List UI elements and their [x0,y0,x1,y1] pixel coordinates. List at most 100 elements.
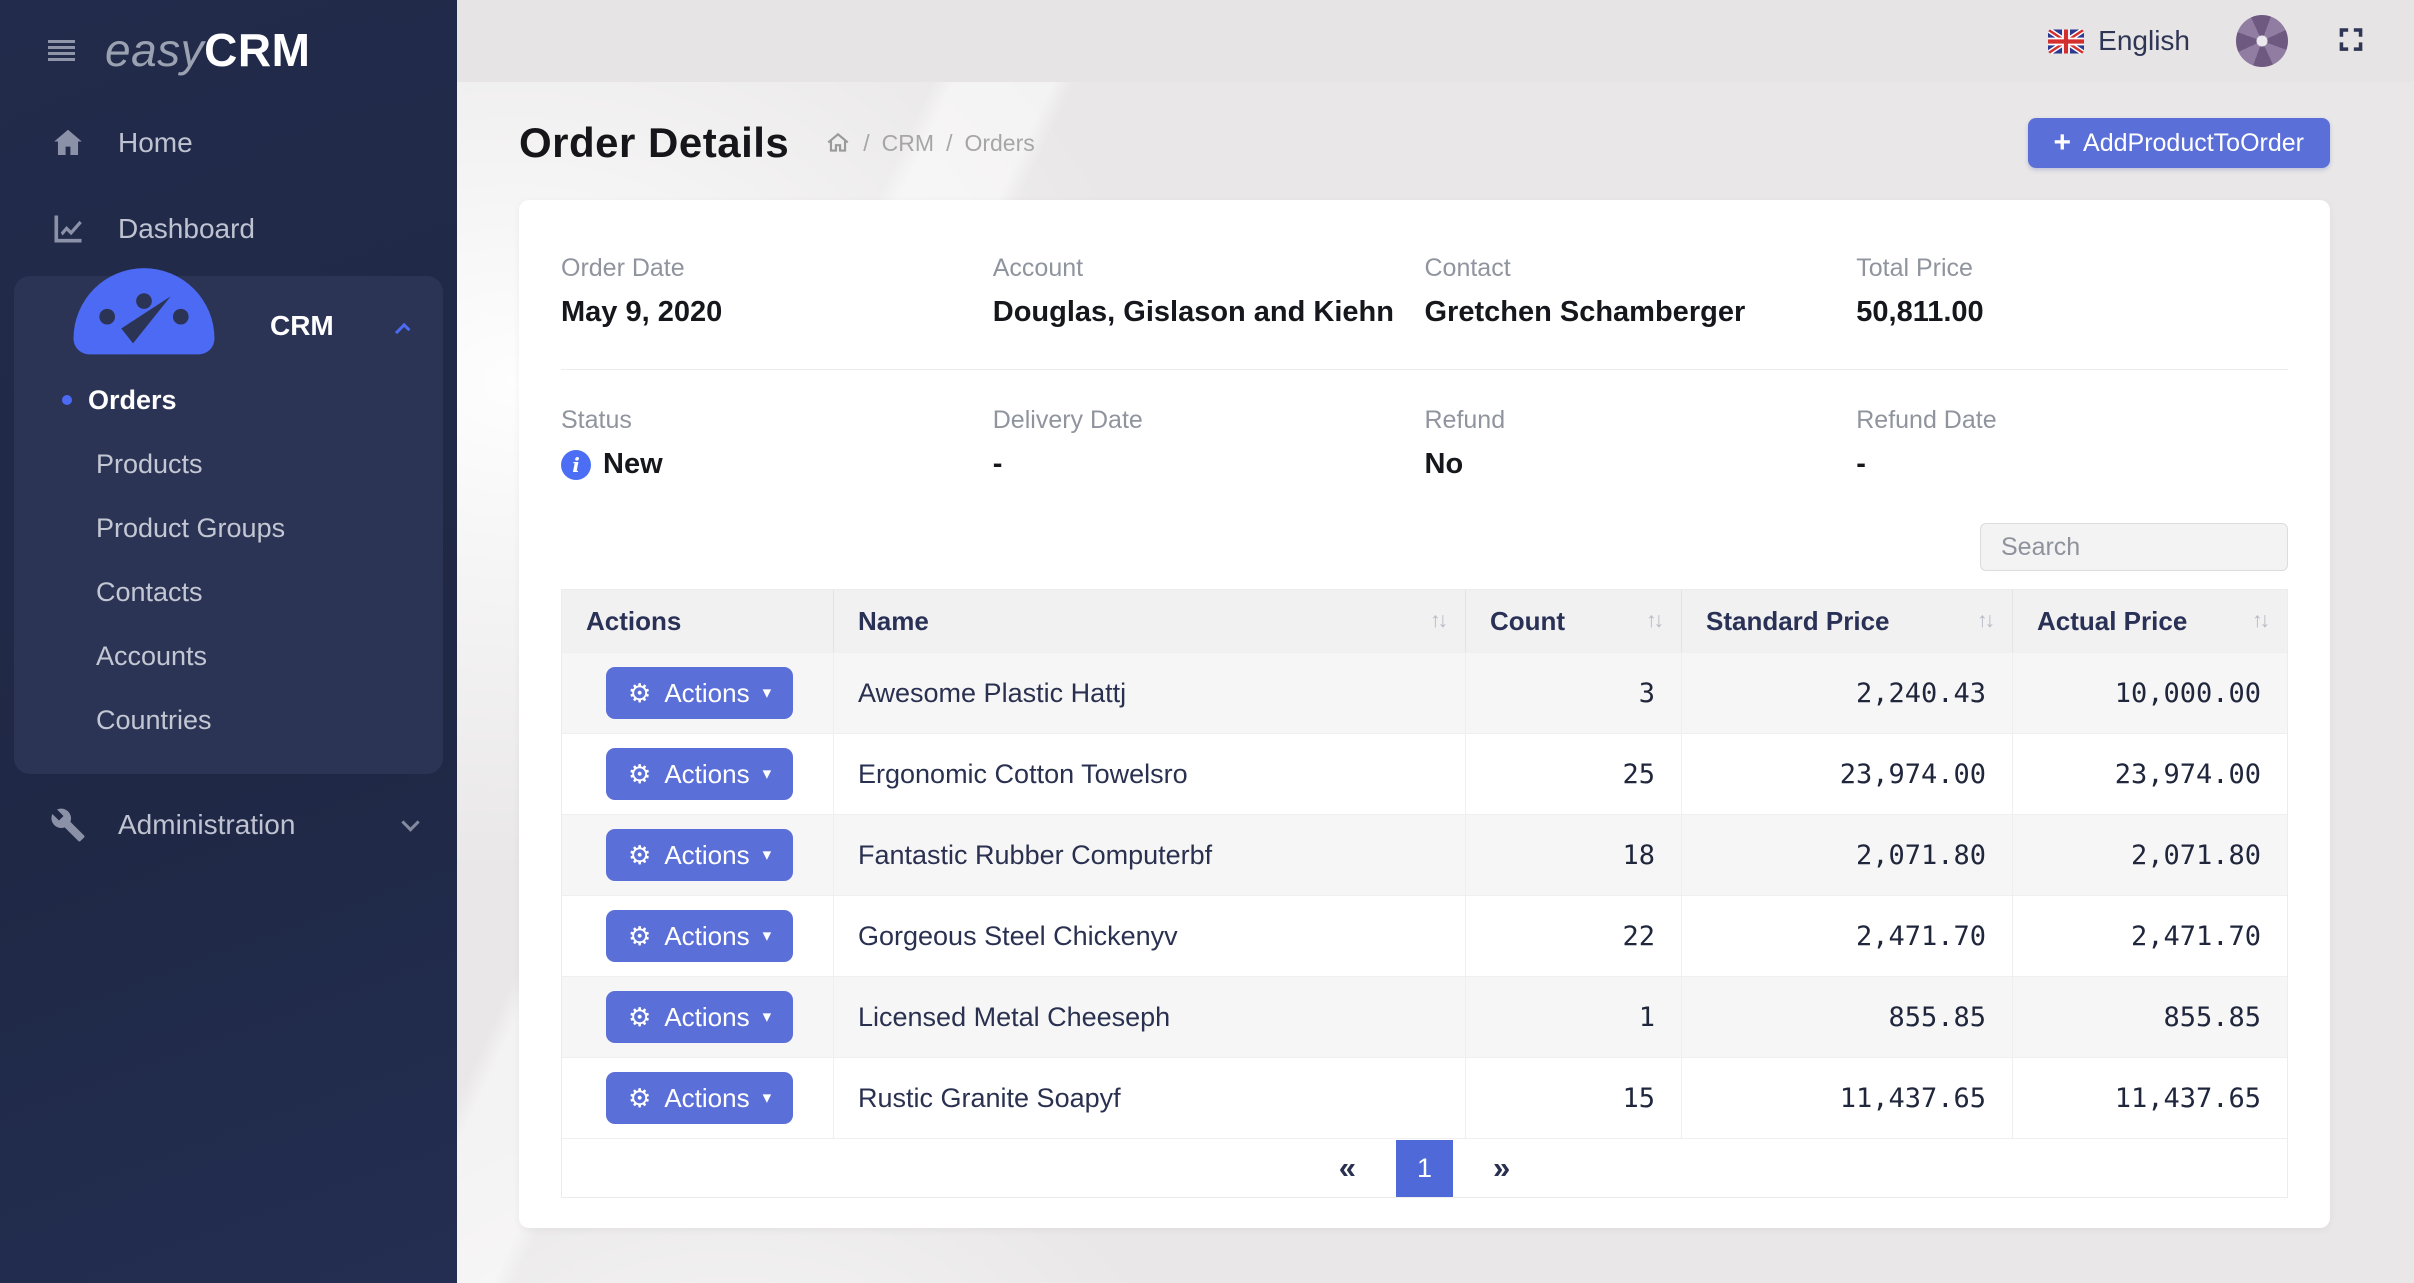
pagination-prev[interactable]: « [1338,1150,1356,1185]
add-product-to-order-button[interactable]: + AddProductToOrder [2027,118,2330,168]
field-value: 50,811.00 [1856,296,1984,328]
field-label: Delivery Date [992,406,1143,434]
info-icon[interactable]: i [561,449,591,480]
table-row: ⚙ Actions ▾ Fantastic Rubber Computerbf … [562,814,2287,895]
sidebar-item-accounts[interactable]: Accounts [14,624,443,688]
pagination-page-1[interactable]: 1 [1396,1139,1453,1197]
column-header-standard-price[interactable]: Standard Price ↑↓ [1681,590,2012,652]
column-label: Count [1490,605,1566,636]
name-cell: Awesome Plastic Hattj [833,653,1465,733]
language-selector[interactable]: English [2048,25,2190,57]
count-cell: 3 [1465,653,1681,733]
standard-price-cell: 2,071.80 [1681,815,2012,895]
table-header: Actions Name ↑↓ Count ↑↓ Standard Price … [562,590,2287,652]
actions-button[interactable]: ⚙ Actions ▾ [606,910,794,962]
caret-down-icon: ▾ [762,1088,772,1107]
avatar[interactable] [2236,15,2288,67]
column-header-actions: Actions [562,590,833,652]
sidebar-item-home[interactable]: Home [0,100,457,186]
column-label: Name [858,605,929,636]
actions-cell: ⚙ Actions ▾ [562,815,833,895]
breadcrumb-orders[interactable]: Orders [964,129,1035,156]
name-cell: Gorgeous Steel Chickenyv [833,896,1465,976]
sidebar-item-countries[interactable]: Countries [14,688,443,752]
sidebar: easyCRM Home Dashboard CRM [0,0,457,1283]
field-value: Gretchen Schamberger [1424,296,1746,328]
menu-icon[interactable] [48,39,75,61]
actual-price-cell: 11,437.65 [2012,1058,2287,1138]
chart-line-icon [50,211,86,247]
field-value: May 9, 2020 [561,296,723,328]
breadcrumb-crm[interactable]: CRM [881,129,935,156]
breadcrumb: / CRM / Orders [825,129,1035,157]
chevron-down-icon [401,812,420,832]
field-label: Order Date [561,254,685,282]
logo-crm: CRM [204,24,311,76]
sort-icon: ↑↓ [1430,609,1448,632]
actions-cell: ⚙ Actions ▾ [562,1058,833,1138]
actions-button-label: Actions [664,758,750,789]
sidebar-item-label: Dashboard [118,213,255,244]
search-input[interactable] [1980,523,2288,571]
actions-button[interactable]: ⚙ Actions ▾ [606,829,794,881]
column-header-count[interactable]: Count ↑↓ [1465,590,1681,652]
column-label: Standard Price [1706,605,1890,636]
products-table: Actions Name ↑↓ Count ↑↓ Standard Price … [561,589,2288,1198]
actions-button[interactable]: ⚙ Actions ▾ [606,667,794,719]
sidebar-item-crm[interactable]: CRM [14,267,443,368]
field-total-price: Total Price 50,811.00 [1856,254,2288,329]
column-label: Actual Price [2037,605,2188,636]
actions-button[interactable]: ⚙ Actions ▾ [606,1072,794,1124]
actions-button-label: Actions [664,1082,750,1113]
caret-down-icon: ▾ [762,845,772,864]
logo-easy: easy [105,24,205,76]
status-value: New [603,448,663,480]
actual-price-cell: 10,000.00 [2012,653,2287,733]
pagination-next[interactable]: » [1493,1150,1511,1185]
breadcrumb-separator: / [863,129,870,156]
field-value: Douglas, Gislason and Kiehn [992,296,1394,328]
actions-button[interactable]: ⚙ Actions ▾ [606,991,794,1043]
fullscreen-icon[interactable] [2334,24,2368,58]
sort-icon: ↑↓ [1977,609,1995,632]
sidebar-item-orders[interactable]: Orders [14,368,443,432]
page-title: Order Details [519,119,790,166]
field-label: Refund Date [1856,406,1997,434]
column-header-name[interactable]: Name ↑↓ [833,590,1465,652]
sidebar-subitem-label: Contacts [96,576,203,607]
actual-price-cell: 2,471.70 [2012,896,2287,976]
standard-price-cell: 11,437.65 [1681,1058,2012,1138]
search-row [561,523,2288,571]
sidebar-subitem-label: Products [96,448,203,479]
actions-button-label: Actions [664,1001,750,1032]
sidebar-item-dashboard[interactable]: Dashboard [0,186,457,272]
count-cell: 15 [1465,1058,1681,1138]
sidebar-item-label: CRM [269,310,334,341]
active-bullet-icon [62,395,72,405]
sidebar-item-products[interactable]: Products [14,432,443,496]
table-row: ⚙ Actions ▾ Licensed Metal Cheeseph 1 85… [562,976,2287,1057]
actual-price-cell: 23,974.00 [2012,734,2287,814]
column-header-actual-price[interactable]: Actual Price ↑↓ [2012,590,2287,652]
sidebar-item-administration[interactable]: Administration [0,782,457,868]
breadcrumb-separator: / [946,129,953,156]
wrench-icon [50,807,86,843]
pagination: « 1 » [562,1138,2287,1197]
home-icon[interactable] [825,130,851,156]
actions-cell: ⚙ Actions ▾ [562,734,833,814]
field-delivery-date: Delivery Date - [993,406,1425,481]
caret-down-icon: ▾ [762,764,772,783]
sidebar-item-product-groups[interactable]: Product Groups [14,496,443,560]
add-button-label: AddProductToOrder [2083,128,2304,157]
sidebar-item-contacts[interactable]: Contacts [14,560,443,624]
field-value: i New [561,448,993,481]
table-row: ⚙ Actions ▾ Ergonomic Cotton Towelsro 25… [562,733,2287,814]
actual-price-cell: 855.85 [2012,977,2287,1057]
table-row: ⚙ Actions ▾ Gorgeous Steel Chickenyv 22 … [562,895,2287,976]
count-cell: 22 [1465,896,1681,976]
actions-button[interactable]: ⚙ Actions ▾ [606,748,794,800]
field-refund: Refund No [1425,406,1857,481]
standard-price-cell: 855.85 [1681,977,2012,1057]
sidebar-subitem-label: Countries [96,704,212,735]
sidebar-crm-section: CRM Orders Products Product Groups Conta… [14,267,443,774]
